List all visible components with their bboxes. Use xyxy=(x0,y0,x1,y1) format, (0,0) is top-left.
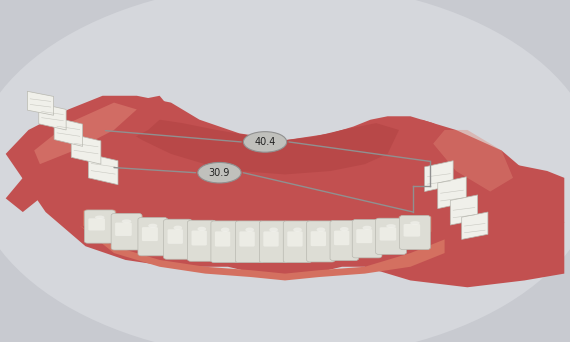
FancyBboxPatch shape xyxy=(138,218,168,256)
Polygon shape xyxy=(6,96,171,212)
FancyBboxPatch shape xyxy=(398,216,431,233)
FancyBboxPatch shape xyxy=(110,215,143,232)
FancyBboxPatch shape xyxy=(329,223,360,240)
Polygon shape xyxy=(54,117,83,146)
FancyBboxPatch shape xyxy=(192,231,207,246)
FancyBboxPatch shape xyxy=(215,232,230,247)
Ellipse shape xyxy=(148,224,157,228)
Ellipse shape xyxy=(122,219,131,223)
FancyBboxPatch shape xyxy=(186,224,217,241)
Polygon shape xyxy=(80,226,445,280)
Polygon shape xyxy=(438,177,466,209)
FancyBboxPatch shape xyxy=(352,220,382,258)
Text: 40.4: 40.4 xyxy=(254,137,276,147)
FancyBboxPatch shape xyxy=(83,210,116,227)
FancyBboxPatch shape xyxy=(306,224,336,241)
Polygon shape xyxy=(410,120,564,239)
FancyBboxPatch shape xyxy=(239,232,255,247)
FancyBboxPatch shape xyxy=(211,221,239,263)
Text: 30.9: 30.9 xyxy=(209,168,230,178)
FancyBboxPatch shape xyxy=(282,225,313,241)
Ellipse shape xyxy=(340,227,349,231)
FancyBboxPatch shape xyxy=(88,218,105,231)
FancyBboxPatch shape xyxy=(263,232,279,247)
FancyBboxPatch shape xyxy=(287,232,303,247)
FancyBboxPatch shape xyxy=(351,222,383,239)
FancyBboxPatch shape xyxy=(311,231,326,246)
Polygon shape xyxy=(71,134,101,164)
FancyBboxPatch shape xyxy=(115,223,132,236)
FancyBboxPatch shape xyxy=(235,221,264,263)
FancyBboxPatch shape xyxy=(376,218,406,254)
Polygon shape xyxy=(433,130,513,192)
FancyBboxPatch shape xyxy=(168,229,183,244)
FancyBboxPatch shape xyxy=(188,220,216,261)
Ellipse shape xyxy=(363,226,372,230)
FancyBboxPatch shape xyxy=(380,227,396,240)
FancyBboxPatch shape xyxy=(84,210,115,243)
Polygon shape xyxy=(425,161,453,192)
FancyBboxPatch shape xyxy=(210,225,241,241)
Polygon shape xyxy=(27,91,54,115)
Polygon shape xyxy=(6,96,564,287)
FancyBboxPatch shape xyxy=(162,222,193,239)
FancyBboxPatch shape xyxy=(307,221,335,262)
Polygon shape xyxy=(125,120,399,174)
Ellipse shape xyxy=(410,221,420,225)
Ellipse shape xyxy=(198,162,241,183)
Ellipse shape xyxy=(386,224,396,228)
Polygon shape xyxy=(34,103,137,164)
Ellipse shape xyxy=(269,227,278,232)
Ellipse shape xyxy=(95,215,104,219)
Ellipse shape xyxy=(197,227,206,231)
FancyBboxPatch shape xyxy=(111,213,142,250)
FancyBboxPatch shape xyxy=(258,225,289,241)
FancyBboxPatch shape xyxy=(164,219,192,259)
FancyBboxPatch shape xyxy=(234,225,265,241)
Polygon shape xyxy=(39,103,66,130)
FancyBboxPatch shape xyxy=(137,220,169,237)
FancyBboxPatch shape xyxy=(283,221,312,263)
Ellipse shape xyxy=(316,227,325,232)
FancyBboxPatch shape xyxy=(259,221,288,263)
FancyBboxPatch shape xyxy=(330,221,359,261)
FancyBboxPatch shape xyxy=(374,219,408,236)
Polygon shape xyxy=(88,154,118,185)
FancyBboxPatch shape xyxy=(334,231,349,245)
Polygon shape xyxy=(450,195,478,225)
FancyBboxPatch shape xyxy=(142,227,158,241)
FancyBboxPatch shape xyxy=(400,215,430,250)
FancyBboxPatch shape xyxy=(356,229,372,243)
Ellipse shape xyxy=(245,227,254,232)
Ellipse shape xyxy=(243,132,287,152)
Ellipse shape xyxy=(293,227,302,232)
Ellipse shape xyxy=(173,226,182,230)
FancyBboxPatch shape xyxy=(404,224,420,237)
Ellipse shape xyxy=(221,227,230,232)
Polygon shape xyxy=(462,212,488,239)
